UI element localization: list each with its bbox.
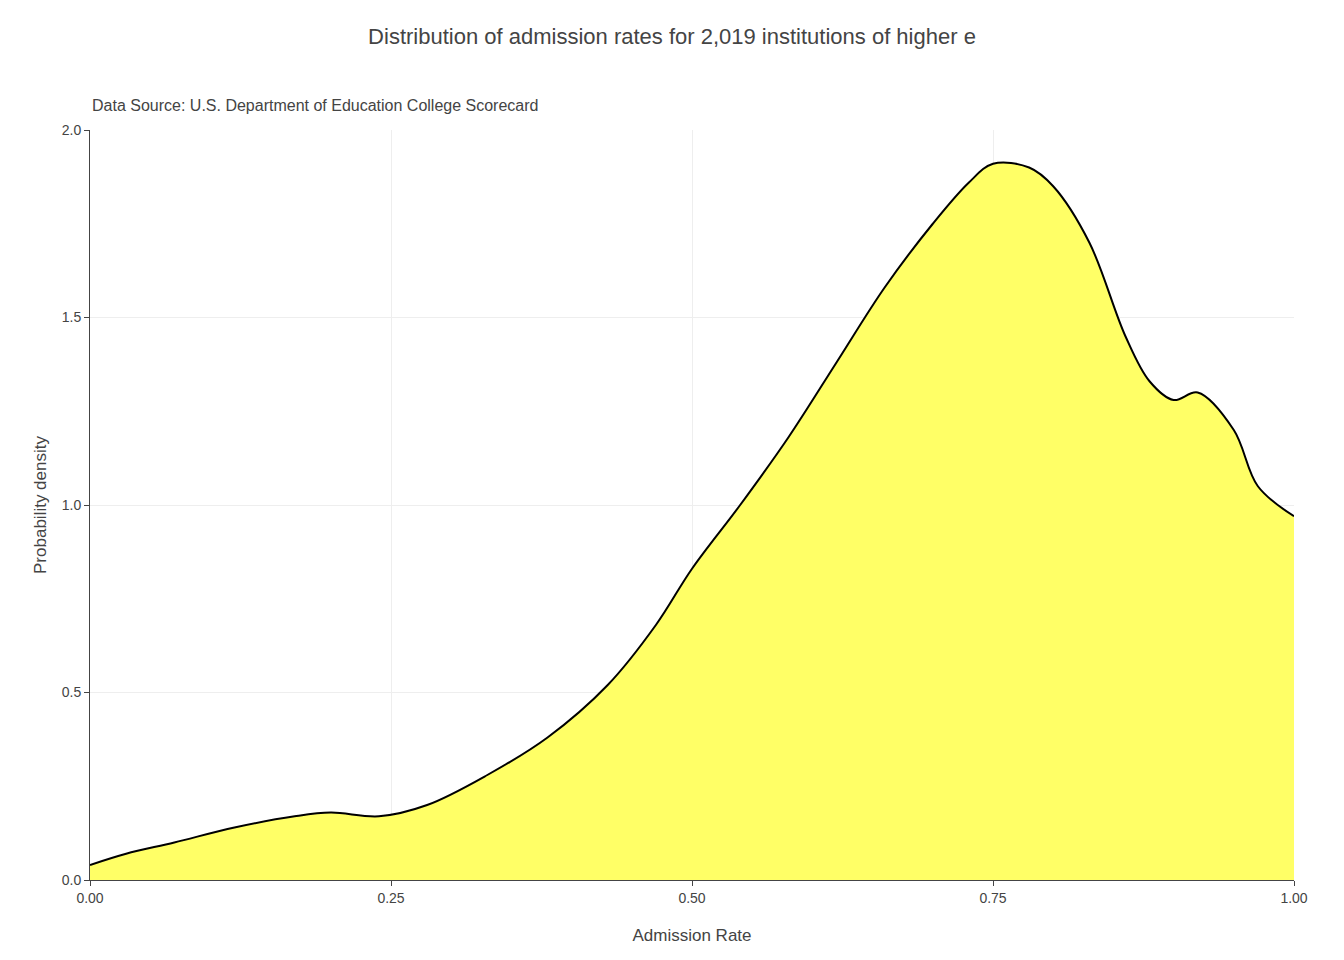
svg-text:1.00: 1.00 [1280,890,1307,906]
svg-text:1.0: 1.0 [62,497,82,513]
svg-text:0.00: 0.00 [76,890,103,906]
svg-text:Admission Rate: Admission Rate [632,926,751,945]
svg-text:1.5: 1.5 [62,309,82,325]
svg-text:0.25: 0.25 [377,890,404,906]
svg-text:2.0: 2.0 [62,122,82,138]
svg-text:Probability density: Probability density [31,436,50,574]
svg-text:0.0: 0.0 [62,872,82,888]
svg-text:Distribution of admission rate: Distribution of admission rates for 2,01… [368,24,976,49]
svg-text:0.75: 0.75 [979,890,1006,906]
svg-text:Data Source: U.S. Department o: Data Source: U.S. Department of Educatio… [92,97,538,114]
svg-text:0.5: 0.5 [62,684,82,700]
svg-text:0.50: 0.50 [678,890,705,906]
